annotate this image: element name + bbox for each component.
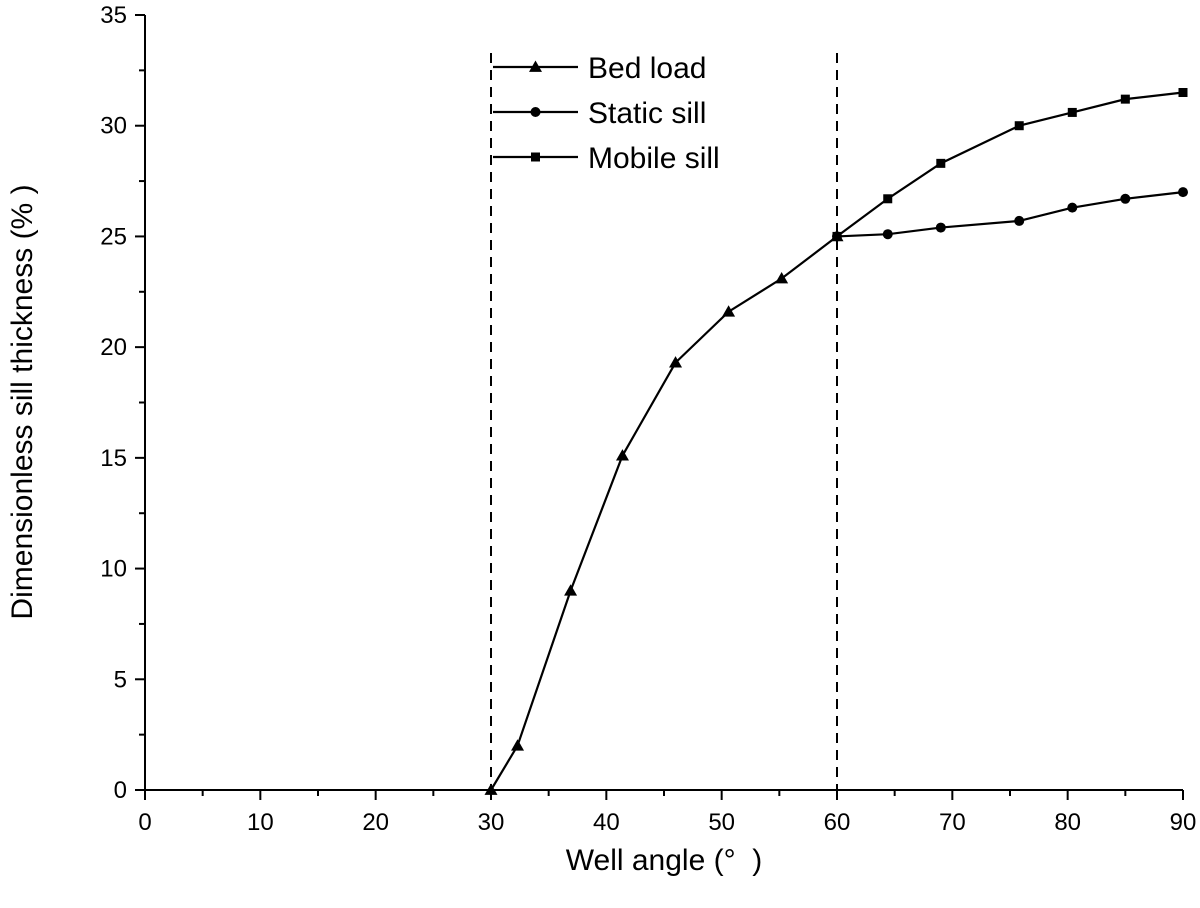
x-tick-label: 50 xyxy=(708,809,735,836)
y-tick-label: 5 xyxy=(114,666,127,693)
data-point-bed-load xyxy=(511,739,525,751)
data-point-static-sill xyxy=(1178,187,1188,198)
data-point-mobile-sill xyxy=(936,158,946,168)
data-point-bed-load xyxy=(722,305,736,317)
legend-label: Mobile sill xyxy=(588,142,720,175)
y-tick-label: 15 xyxy=(100,445,127,472)
data-point-static-sill xyxy=(935,222,946,233)
data-point-mobile-sill xyxy=(1178,88,1188,97)
legend-label: Static sill xyxy=(588,97,706,130)
data-point-bed-load xyxy=(564,584,578,596)
y-tick-label: 30 xyxy=(100,113,127,140)
y-tick-label: 10 xyxy=(100,556,127,583)
y-tick-label: 25 xyxy=(100,223,127,250)
legend-item-mobile-sill: Mobile sill xyxy=(493,142,720,175)
x-tick-label: 60 xyxy=(824,809,851,836)
series-line-mobile-sill xyxy=(836,91,1184,238)
x-tick-label: 30 xyxy=(478,809,505,836)
legend-marker-triangle xyxy=(529,60,542,72)
data-point-bed-load xyxy=(615,449,629,461)
y-ticks: 0 5 10 15 20 25 30 35 xyxy=(100,2,145,804)
x-tick-label: 40 xyxy=(593,809,620,836)
x-tick-label: 20 xyxy=(362,809,389,836)
x-tick-label: 10 xyxy=(247,809,274,836)
x-tick-label: 90 xyxy=(1170,809,1197,836)
data-point-static-sill xyxy=(1014,215,1025,226)
series-line-bed-load xyxy=(490,235,838,791)
data-point-bed-load xyxy=(775,272,789,284)
data-point-mobile-sill xyxy=(1067,107,1077,117)
x-axis-title: Well angle (° ) xyxy=(566,844,763,877)
data-point-static-sill xyxy=(1067,202,1078,213)
y-axis-title: Dimensionless sill thickness (% ) xyxy=(6,184,39,619)
legend: Bed load Static sill Mobile sill xyxy=(493,52,720,175)
series-layer xyxy=(484,88,1188,795)
x-tick-label: 80 xyxy=(1054,809,1081,836)
data-point-static-sill xyxy=(882,229,893,240)
axes xyxy=(144,15,1183,791)
x-tick-label: 70 xyxy=(939,809,966,836)
legend-marker-square xyxy=(531,152,540,162)
series-mobile-sill xyxy=(832,88,1188,241)
data-point-mobile-sill xyxy=(883,194,893,204)
data-point-bed-load xyxy=(669,356,683,368)
x-tick-label: 0 xyxy=(138,809,151,836)
series-bed-load xyxy=(484,229,844,795)
data-point-mobile-sill xyxy=(1120,94,1130,104)
legend-item-static-sill: Static sill xyxy=(493,97,706,130)
legend-marker-circle xyxy=(530,107,541,117)
reference-lines xyxy=(490,53,838,790)
data-point-static-sill xyxy=(1120,193,1131,204)
data-point-mobile-sill xyxy=(1014,121,1024,131)
x-ticks: 0 10 20 30 40 50 60 70 80 90 xyxy=(138,790,1196,836)
y-tick-label: 20 xyxy=(100,334,127,361)
y-tick-label: 0 xyxy=(114,777,127,804)
y-tick-label: 35 xyxy=(100,2,127,29)
data-point-mobile-sill xyxy=(832,231,842,241)
legend-label: Bed load xyxy=(588,52,706,85)
legend-item-bed-load: Bed load xyxy=(493,52,706,85)
